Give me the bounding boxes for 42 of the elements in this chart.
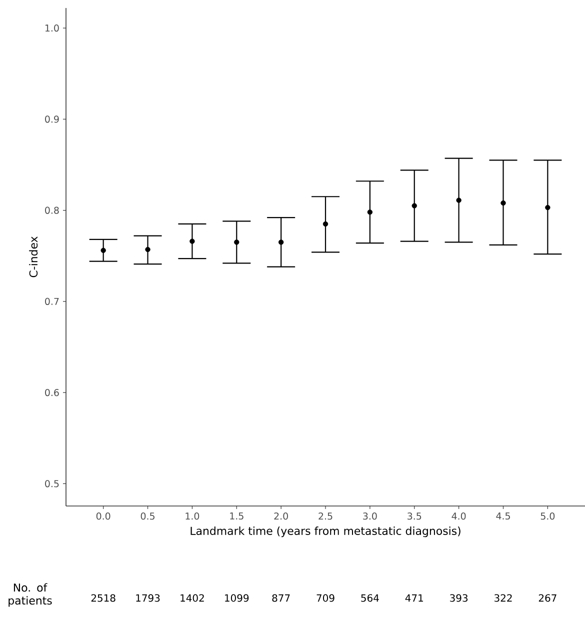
point <box>545 204 550 210</box>
x-tick-label: 0.5 <box>140 512 154 520</box>
point <box>190 238 195 244</box>
text: 1402 <box>180 594 204 602</box>
point <box>145 246 150 252</box>
text: 877 <box>272 594 290 602</box>
point <box>456 198 462 203</box>
point <box>500 200 506 206</box>
y-tick-label: 0.8 <box>45 206 59 214</box>
x-axis-title: Landmark time (years from metastatic diagnosis) <box>190 526 460 538</box>
x-tick-label: 1.0 <box>186 512 200 520</box>
x-tick-label: 4.0 <box>452 512 466 520</box>
y-tick-label: 0.9 <box>45 116 59 123</box>
text: No. of patients <box>8 583 52 607</box>
point <box>100 248 106 253</box>
y-tick-label: 1.0 <box>45 24 59 32</box>
x-tick-label: 0.0 <box>96 512 110 520</box>
x-tick-label: 1.5 <box>230 512 244 520</box>
x-tick-label: 3.5 <box>408 512 422 520</box>
x-tick-label: 2.5 <box>318 512 332 520</box>
y-tick-label: 0.5 <box>45 480 59 488</box>
text: 471 <box>405 594 423 602</box>
x-tick-label: 2.0 <box>274 512 288 520</box>
text: 709 <box>316 594 334 602</box>
text: 267 <box>538 594 556 602</box>
text: 564 <box>361 594 379 602</box>
y-axis-title: C-index <box>29 236 38 278</box>
text: 1793 <box>136 594 160 602</box>
y-tick-label: 0.6 <box>45 388 59 396</box>
point <box>234 240 240 245</box>
point <box>367 210 373 215</box>
point <box>322 221 328 227</box>
point <box>412 203 417 208</box>
text: 1099 <box>225 594 249 602</box>
text: 322 <box>494 594 512 602</box>
x-tick-label: 3.0 <box>363 512 377 520</box>
text: 2518 <box>91 594 116 602</box>
point <box>278 240 284 245</box>
x-tick-label: 4.5 <box>496 512 510 520</box>
y-tick-label: 0.7 <box>45 298 59 306</box>
x-tick-label: 5.0 <box>540 512 555 520</box>
text: 393 <box>450 594 468 602</box>
